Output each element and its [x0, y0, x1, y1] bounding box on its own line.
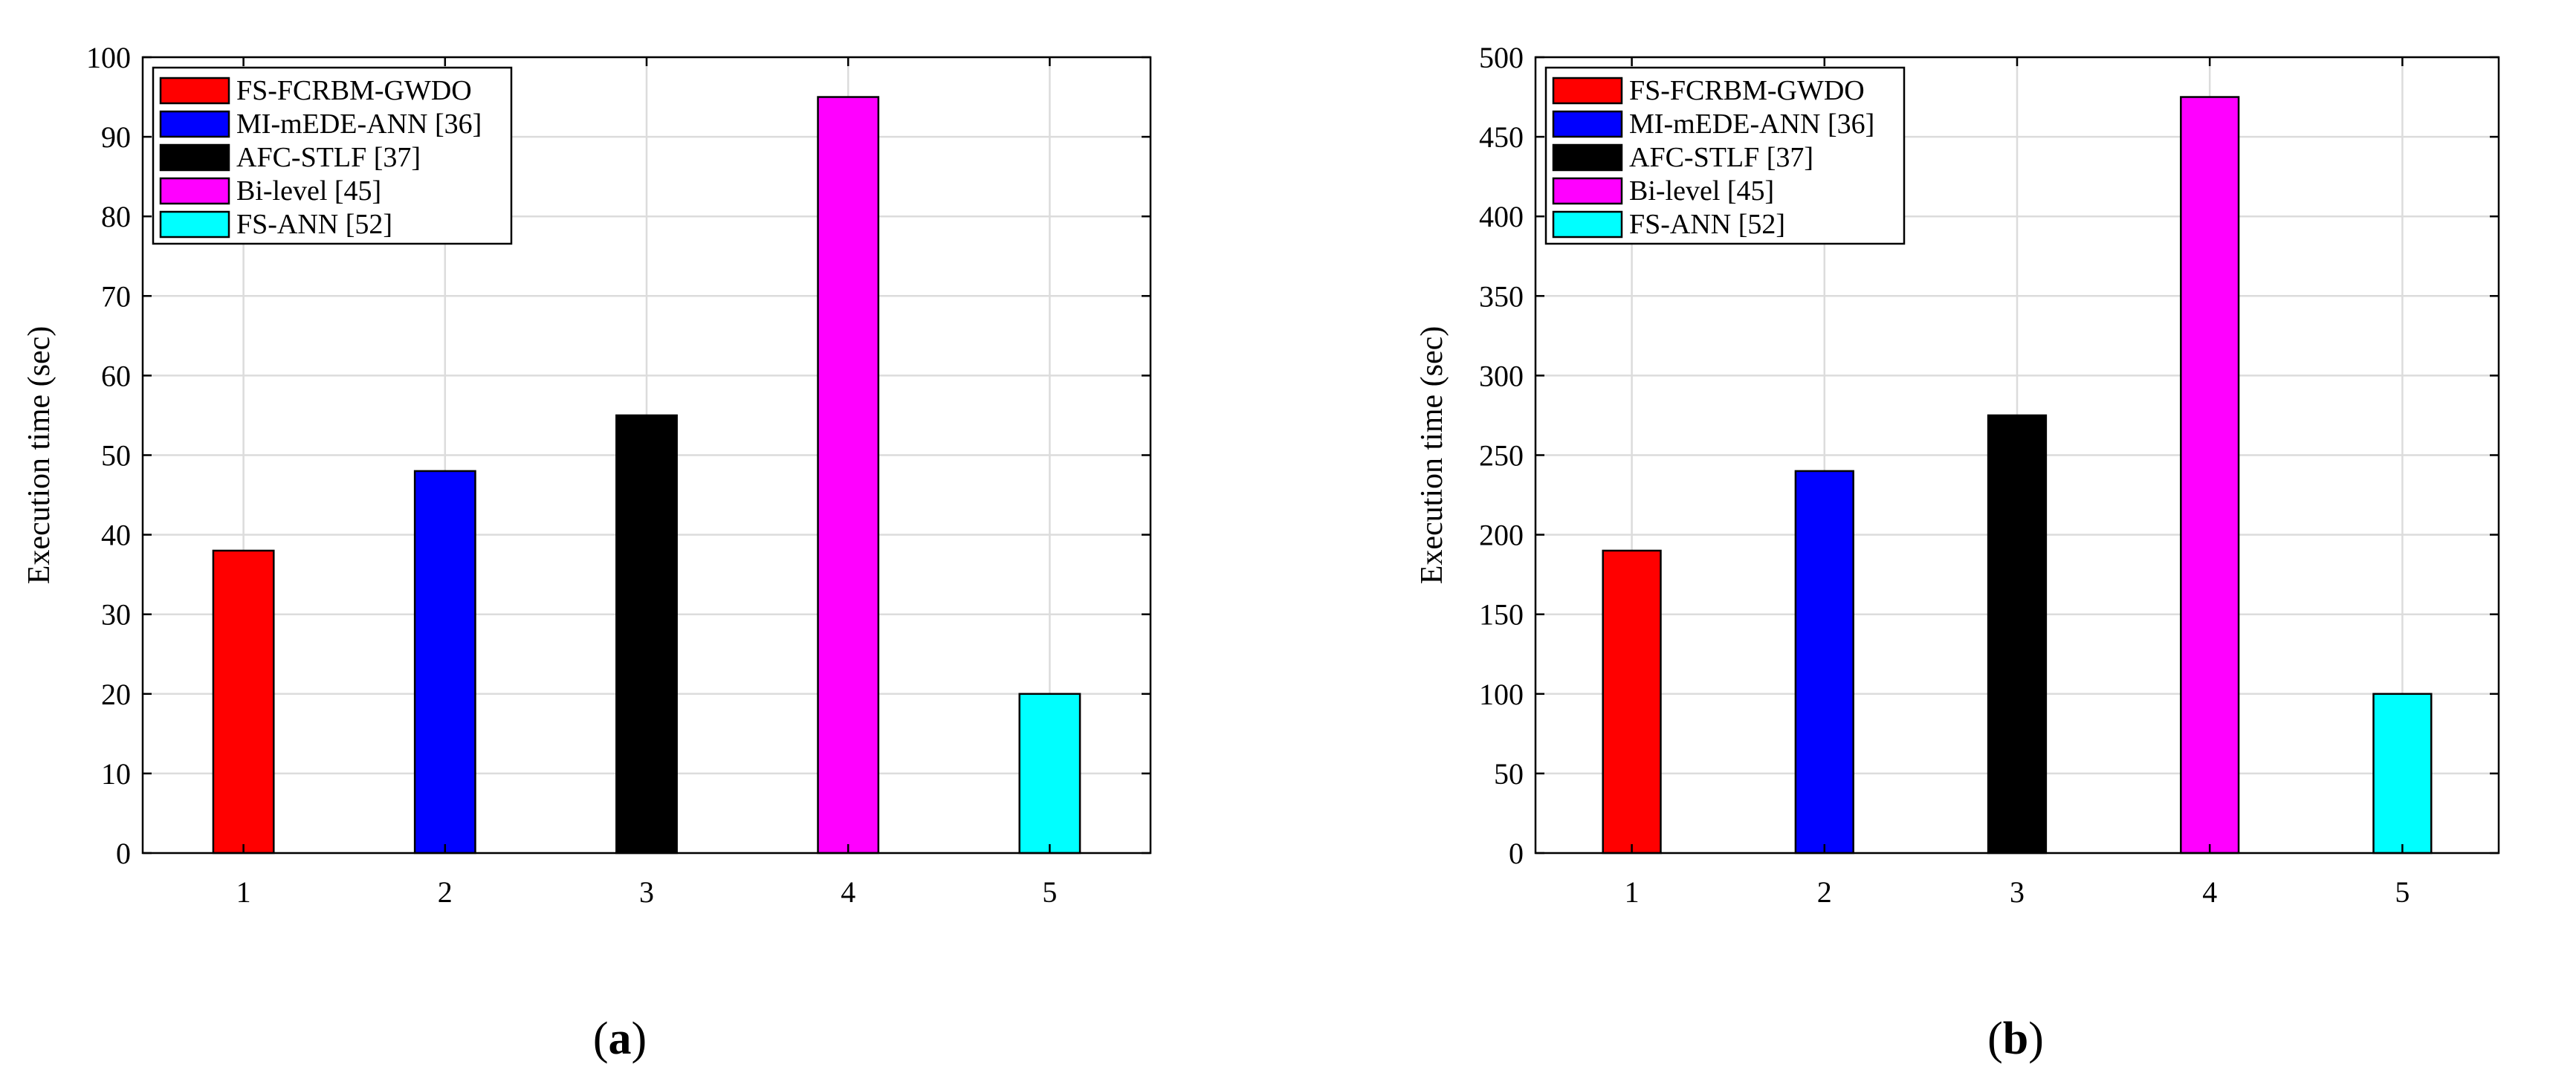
x-tick-label: 5	[2395, 875, 2410, 909]
y-tick-label: 100	[86, 41, 131, 74]
legend-label: AFC-STLF [37]	[1629, 142, 1813, 173]
legend-swatch	[159, 110, 230, 138]
bar-1	[1602, 549, 1662, 855]
legend-swatch	[1552, 177, 1623, 205]
panel-label: (a)	[593, 1014, 647, 1064]
y-tick-label: 50	[1494, 757, 1524, 791]
x-tick-label: 2	[1817, 875, 1832, 909]
y-tick-label: 100	[1479, 678, 1524, 711]
legend-label: FS-ANN [52]	[236, 209, 392, 240]
y-tick-label: 80	[101, 200, 131, 233]
bar-4	[817, 96, 880, 855]
y-tick-label: 90	[101, 120, 131, 154]
y-axis-label: Execution time (sec)	[1415, 326, 1449, 585]
x-tick-label: 2	[438, 875, 453, 909]
y-tick-label: 450	[1479, 120, 1524, 154]
y-tick-label: 40	[101, 519, 131, 552]
legend-swatch	[159, 77, 230, 105]
legend-label: Bi-level [45]	[236, 175, 381, 207]
y-tick-label: 10	[101, 757, 131, 791]
y-tick-label: 250	[1479, 439, 1524, 473]
legend-label: MI-mEDE-ANN [36]	[236, 108, 482, 140]
bar-5	[2372, 693, 2433, 855]
x-tick-label: 1	[1625, 875, 1640, 909]
y-tick-label: 30	[101, 598, 131, 632]
y-tick-label: 200	[1479, 519, 1524, 552]
y-tick-label: 150	[1479, 598, 1524, 632]
panel-label: (b)	[1987, 1014, 2044, 1064]
legend-label: AFC-STLF [37]	[236, 142, 421, 173]
bar-5	[1018, 693, 1081, 855]
legend-swatch	[159, 143, 230, 172]
y-tick-label: 500	[1479, 41, 1524, 74]
y-tick-label: 20	[101, 678, 131, 711]
legend-label: Bi-level [45]	[1629, 175, 1774, 207]
legend-swatch	[159, 177, 230, 205]
legend-swatch	[1552, 143, 1623, 172]
y-tick-label: 50	[101, 439, 131, 473]
chart-panel-1: 0 10 20 30 40 50 60 70 80 90 100 1 2 3 4 5 Execution tim…	[22, 41, 1152, 1064]
x-tick-label: 3	[2010, 875, 2025, 909]
legend-label: FS-ANN [52]	[1629, 209, 1785, 240]
bar-1	[212, 549, 275, 855]
y-tick-label: 300	[1479, 359, 1524, 392]
y-tick-label: 400	[1479, 200, 1524, 233]
legend-swatch	[1552, 210, 1623, 239]
bar-3	[1987, 414, 2048, 855]
y-tick-label: 0	[116, 837, 131, 870]
chart-panel-2: 0 50 100 150 200 250 300 350 400 450 500 1 2 3 4 5 Execu…	[1415, 41, 2500, 1064]
x-tick-label: 3	[639, 875, 654, 909]
x-tick-label: 1	[236, 875, 251, 909]
bar-4	[2180, 96, 2240, 855]
y-tick-label: 350	[1479, 279, 1524, 313]
y-tick-label: 0	[1509, 837, 1524, 870]
bar-2	[413, 470, 476, 855]
x-tick-label: 4	[841, 875, 855, 909]
legend-swatch	[1552, 77, 1623, 105]
legend-swatch	[1552, 110, 1623, 138]
y-tick-label: 70	[101, 279, 131, 313]
x-tick-label: 5	[1042, 875, 1057, 909]
legend-label: FS-FCRBM-GWDO	[1629, 75, 1865, 106]
x-tick-label: 4	[2202, 875, 2217, 909]
bar-2	[1794, 470, 1854, 855]
legend-label: FS-FCRBM-GWDO	[236, 75, 472, 106]
legend-swatch	[159, 210, 230, 239]
legend-label: MI-mEDE-ANN [36]	[1629, 108, 1874, 140]
y-tick-label: 60	[101, 359, 131, 392]
y-axis-label: Execution time (sec)	[22, 326, 56, 585]
bar-3	[615, 414, 678, 855]
